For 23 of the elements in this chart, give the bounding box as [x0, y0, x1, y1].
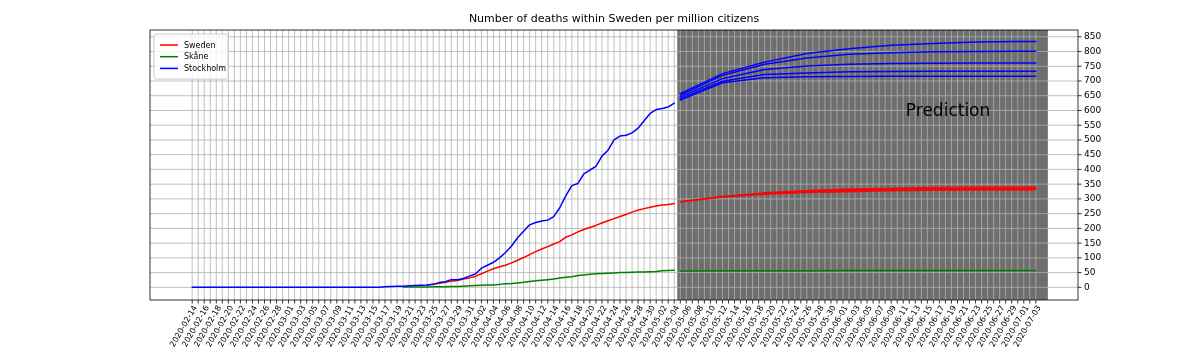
- y-tick-label: 150: [1084, 237, 1102, 248]
- legend-label: Skåne: [184, 51, 209, 62]
- y-tick-label: 350: [1084, 178, 1102, 189]
- y-tick-label: 300: [1084, 193, 1102, 204]
- y-tick-label: 250: [1084, 208, 1102, 219]
- y-tick-label: 700: [1084, 75, 1102, 86]
- y-tick-label: 550: [1084, 119, 1102, 130]
- y-tick-label: 500: [1084, 134, 1102, 145]
- y-tick-label: 450: [1084, 149, 1102, 160]
- y-tick-label: 0: [1084, 281, 1090, 292]
- y-tick-label: 400: [1084, 163, 1102, 174]
- y-tick-label: 50: [1084, 267, 1096, 278]
- legend-label: Stockholm: [184, 63, 227, 73]
- y-tick-label: 650: [1084, 90, 1102, 101]
- chart-title: Number of deaths within Sweden per million citizens: [468, 12, 760, 25]
- y-tick-label: 850: [1084, 31, 1102, 42]
- y-tick-label: 100: [1084, 252, 1102, 263]
- y-tick-label: 600: [1084, 104, 1102, 115]
- y-tick-label: 200: [1084, 222, 1102, 233]
- y-tick-label: 800: [1084, 46, 1102, 57]
- legend-label: Sweden: [184, 40, 216, 50]
- y-tick-label: 750: [1084, 60, 1102, 71]
- annotation: Prediction: [905, 100, 991, 120]
